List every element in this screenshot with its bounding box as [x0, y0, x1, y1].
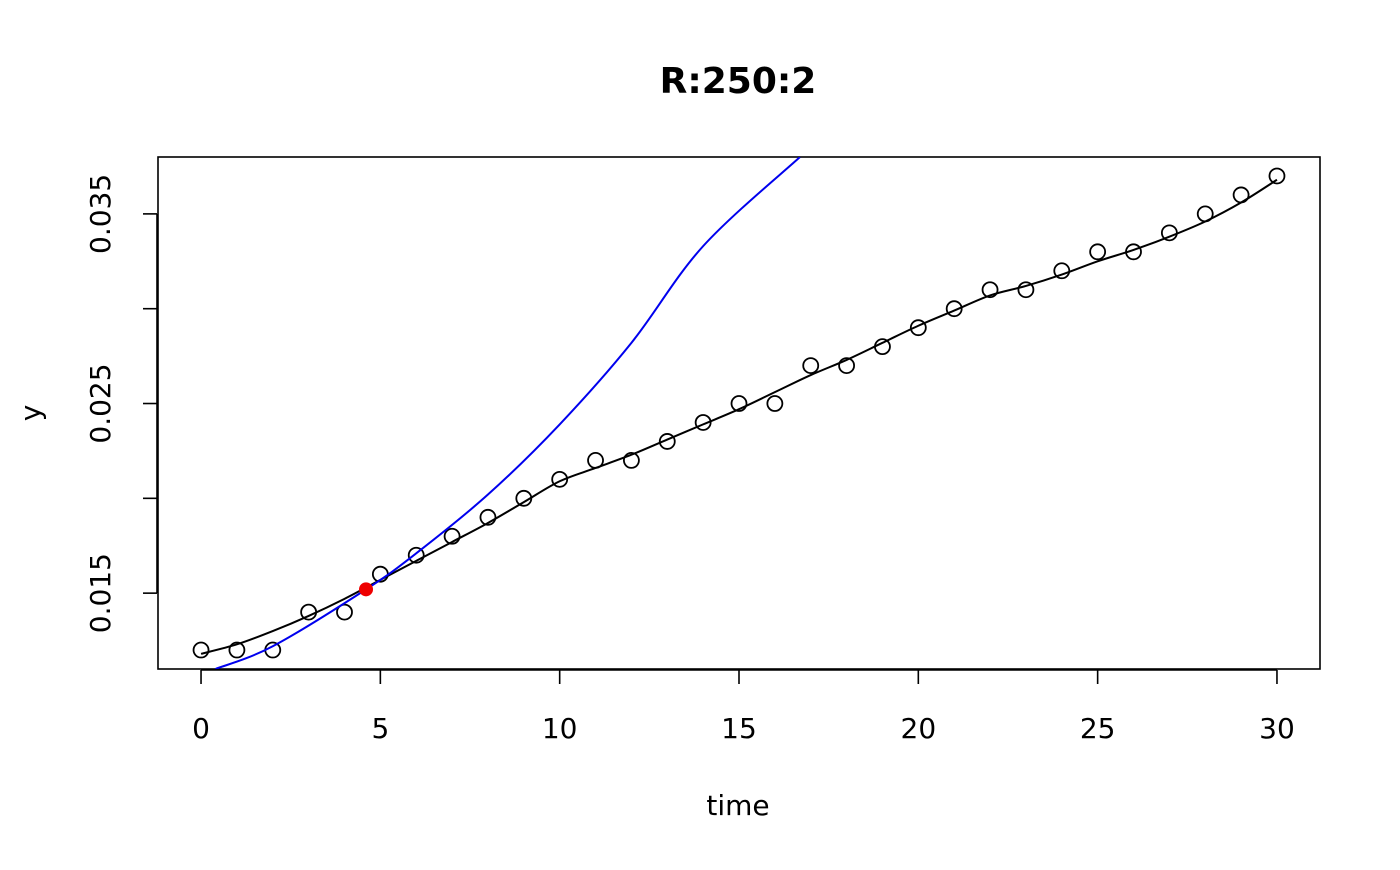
data-point — [945, 300, 963, 318]
data-point — [1268, 167, 1286, 185]
x-tick-label: 20 — [901, 712, 937, 745]
data-point — [264, 641, 282, 659]
plot-frame — [157, 156, 1321, 670]
data-point — [981, 281, 999, 299]
data-point — [192, 641, 210, 659]
data-point — [228, 641, 246, 659]
data-point — [694, 414, 712, 431]
series-line-2 — [215, 157, 801, 669]
data-point — [407, 546, 425, 564]
data-point — [1017, 281, 1035, 299]
y-tick-label: 0.025 — [84, 363, 117, 443]
x-tick-label: 15 — [721, 712, 757, 745]
series-layer — [192, 157, 1286, 669]
data-point — [838, 357, 855, 374]
data-point — [623, 452, 640, 469]
x-axis: 0 5 10 15 20 25 30 — [192, 669, 1295, 745]
y-tick-label: 0.035 — [84, 174, 117, 254]
x-tick-label: 0 — [192, 712, 210, 745]
series-line-1 — [200, 178, 1278, 655]
data-point — [336, 603, 353, 621]
data-point — [658, 433, 676, 450]
y-axis-label: y — [14, 405, 47, 422]
x-tick-label: 25 — [1080, 712, 1116, 745]
data-point — [730, 395, 748, 412]
data-point — [766, 395, 784, 412]
data-point — [909, 319, 927, 337]
data-point — [802, 357, 820, 374]
y-axis: 0.015 0.025 0.035 — [84, 174, 158, 633]
x-axis-label: time — [706, 789, 769, 822]
data-point — [1053, 262, 1071, 280]
y-tick-label: 0.015 — [84, 553, 117, 633]
x-tick-label: 10 — [542, 712, 578, 745]
x-tick-label: 30 — [1259, 712, 1295, 745]
highlight-point — [359, 582, 374, 597]
data-point — [443, 527, 461, 545]
data-point — [479, 508, 497, 526]
data-point — [1089, 243, 1107, 261]
chart-title: R:250:2 — [660, 61, 817, 102]
data-point — [551, 470, 569, 488]
x-tick-label: 5 — [371, 712, 389, 745]
